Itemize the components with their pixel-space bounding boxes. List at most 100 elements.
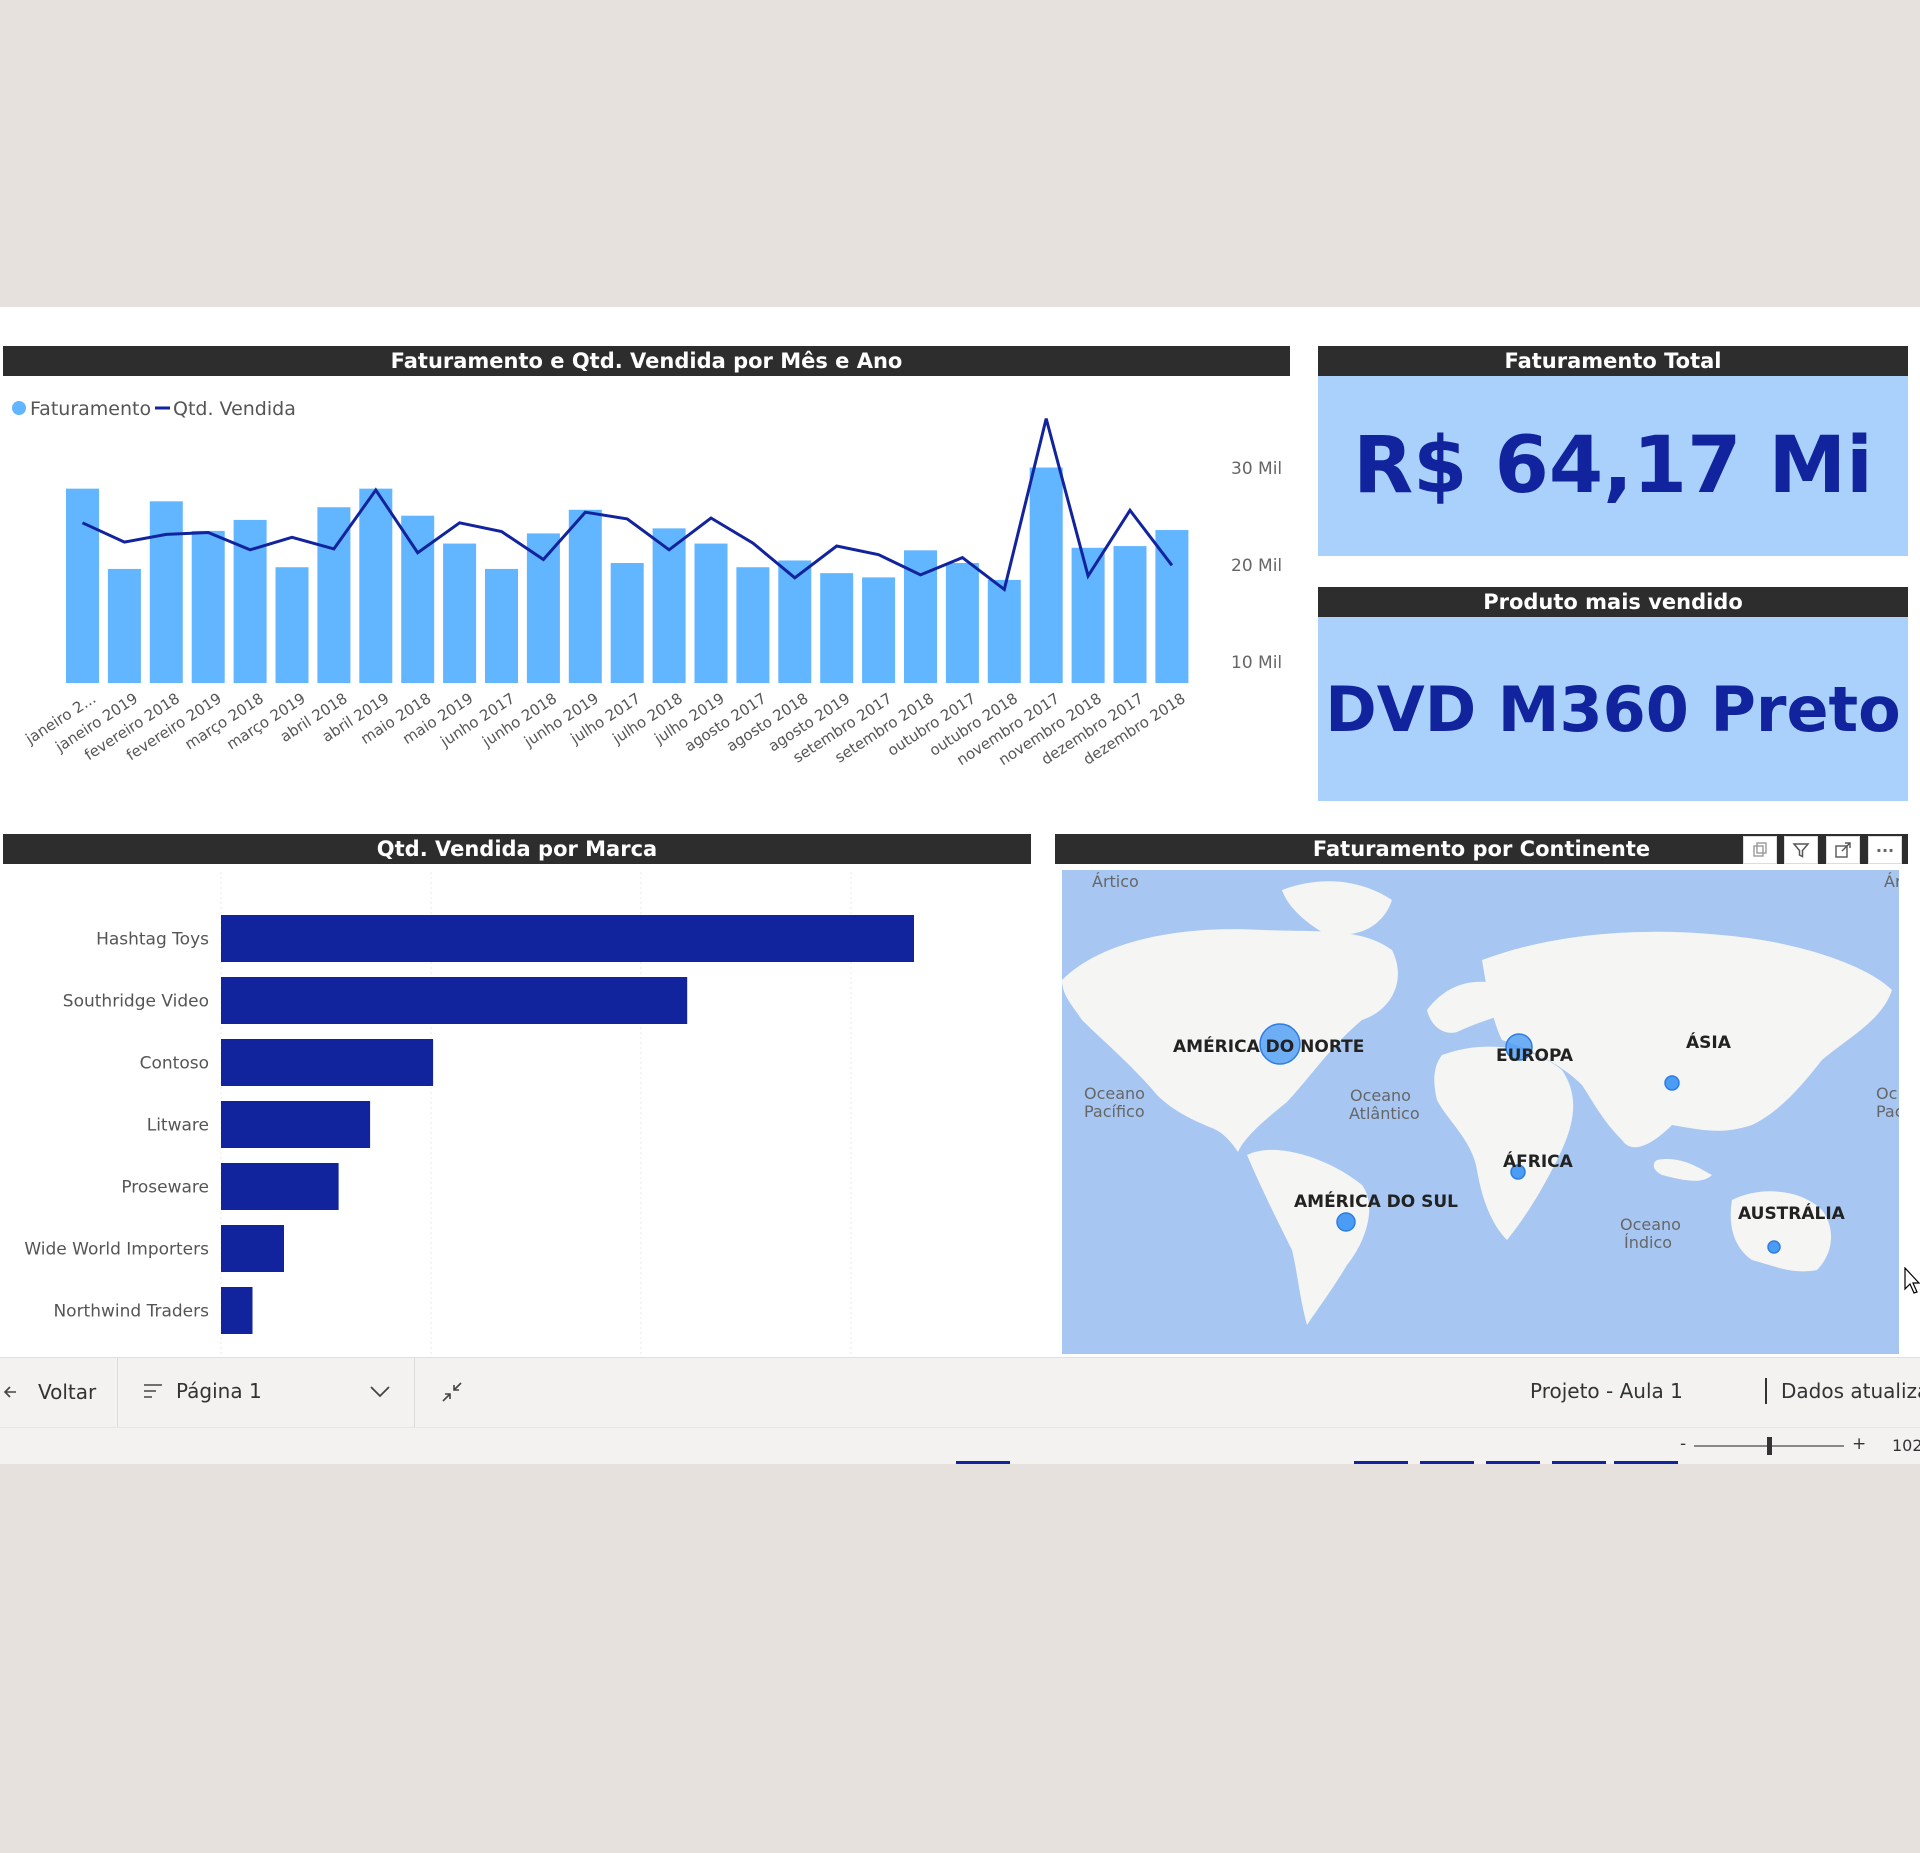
bar-faturamento[interactable]	[862, 577, 896, 683]
bubble-south-america[interactable]	[1336, 1212, 1356, 1232]
bubble-asia[interactable]	[1664, 1075, 1680, 1091]
bar-faturamento[interactable]	[191, 530, 225, 683]
data-updated-text: Dados atualiza	[1781, 1379, 1920, 1403]
ocean-indian-1: Oceano	[1620, 1215, 1681, 1234]
page-list-icon	[142, 1381, 164, 1405]
kpi-total-value: R$ 64,17 Mi	[1353, 421, 1873, 511]
label-africa: ÁFRICA	[1503, 1150, 1574, 1172]
divider	[414, 1358, 415, 1428]
bar-faturamento[interactable]	[317, 507, 351, 683]
back-button[interactable]: Voltar	[38, 1380, 97, 1404]
map-panel[interactable]: Ártico Ár Oceano Pacífico Oceano Atlânti…	[1062, 870, 1899, 1354]
y-tick-10: 10 Mil	[1231, 653, 1282, 673]
bar-faturamento[interactable]	[820, 573, 854, 683]
ocean-pacific-right-1: Oc	[1876, 1084, 1897, 1103]
page-tab-indicator	[1614, 1461, 1678, 1464]
exit-fullscreen-icon[interactable]	[440, 1380, 464, 1408]
zoom-slider-thumb[interactable]	[1767, 1437, 1772, 1455]
bar-faturamento[interactable]	[107, 568, 141, 683]
kpi-product-card[interactable]: DVD M360 Preto	[1318, 617, 1908, 801]
kpi-total-card[interactable]: R$ 64,17 Mi	[1318, 376, 1908, 556]
category-label: Litware	[147, 1116, 209, 1136]
focus-mode-icon[interactable]	[1826, 836, 1860, 864]
ocean-atlantic-1: Oceano	[1350, 1086, 1411, 1105]
bar-faturamento[interactable]	[1155, 530, 1189, 683]
bubble-north-america[interactable]	[1259, 1023, 1301, 1065]
bar-faturamento[interactable]	[485, 568, 518, 683]
back-arrow-icon[interactable]	[2, 1382, 18, 1406]
bubble-australia[interactable]	[1767, 1240, 1781, 1254]
bar-faturamento[interactable]	[275, 567, 309, 683]
copy-icon[interactable]	[1743, 836, 1777, 864]
page-tab-indicator	[1420, 1461, 1474, 1464]
bar-marca[interactable]	[221, 1101, 371, 1148]
bar-faturamento[interactable]	[401, 515, 435, 683]
bar-marca[interactable]	[221, 1039, 434, 1086]
europe	[1427, 981, 1507, 1033]
page-selector[interactable]: Página 1	[176, 1379, 262, 1403]
bar-faturamento[interactable]	[652, 528, 686, 683]
indonesia	[1653, 1158, 1712, 1181]
bar-faturamento[interactable]	[149, 501, 183, 683]
bar-faturamento[interactable]	[568, 509, 602, 683]
more-options-icon[interactable]: ···	[1868, 836, 1902, 864]
page-tab-indicator	[956, 1461, 1010, 1464]
legend-dot-faturamento	[12, 401, 26, 415]
combo-chart-title: Faturamento e Qtd. Vendida por Mês e Ano	[3, 346, 1290, 376]
world-map: Ártico Ár Oceano Pacífico Oceano Atlânti…	[1062, 872, 1899, 1325]
divider	[117, 1358, 118, 1428]
bar-faturamento[interactable]	[987, 579, 1021, 683]
asia	[1482, 931, 1892, 1148]
bubble-europe[interactable]	[1505, 1033, 1533, 1061]
bar-faturamento[interactable]	[526, 533, 560, 683]
status-bar: - + 102	[0, 1427, 1920, 1464]
legend-label-faturamento: Faturamento	[30, 398, 151, 420]
kpi-product-title: Produto mais vendido	[1318, 587, 1908, 617]
bar-chart-panel[interactable]: Hashtag Toys Southridge Video Contoso Litwa…	[3, 864, 1031, 1357]
bar-marca[interactable]	[221, 977, 688, 1024]
bar-faturamento[interactable]	[66, 488, 99, 683]
bar-faturamento[interactable]	[904, 550, 937, 683]
category-label: Proseware	[121, 1178, 209, 1198]
ocean-pacific-right-2: Pac	[1876, 1102, 1899, 1121]
label-australia: AUSTRÁLIA	[1738, 1202, 1846, 1224]
bar-faturamento[interactable]	[778, 560, 812, 683]
chevron-down-icon[interactable]	[368, 1384, 392, 1404]
label-europe: EUROPA	[1496, 1046, 1574, 1066]
zoom-in-button[interactable]: +	[1852, 1434, 1867, 1454]
bar-chart-title: Qtd. Vendida por Marca	[3, 834, 1031, 864]
bar-faturamento[interactable]	[610, 563, 644, 683]
bar-marca[interactable]	[221, 1163, 339, 1210]
bar-faturamento[interactable]	[1029, 467, 1063, 683]
combo-chart: Faturamento Qtd. Vendida 30 Mil 20 Mil 1…	[12, 398, 1282, 769]
bar-faturamento[interactable]	[359, 488, 393, 683]
bar-marca[interactable]	[221, 1287, 253, 1334]
north-america	[1062, 929, 1398, 1152]
ocean-artic-right: Ár	[1884, 872, 1899, 891]
africa	[1434, 1046, 1574, 1240]
bar-faturamento[interactable]	[694, 543, 728, 683]
bar-faturamento[interactable]	[1113, 546, 1147, 683]
greenland	[1282, 881, 1392, 935]
filter-icon[interactable]	[1784, 836, 1818, 864]
bar-marca[interactable]	[221, 915, 914, 962]
bubble-africa[interactable]	[1510, 1164, 1526, 1180]
bar-faturamento[interactable]	[945, 563, 979, 683]
continent-labels: AMÉRICA DO NORTE EUROPA ÁSIA ÁFRICA AMÉR…	[1173, 1031, 1846, 1224]
bar-faturamento[interactable]	[1071, 547, 1105, 683]
zoom-level[interactable]: 102	[1892, 1436, 1920, 1455]
bar-faturamento[interactable]	[736, 567, 770, 683]
bar-marca[interactable]	[221, 1225, 284, 1272]
ocean-atlantic-2: Atlântico	[1349, 1104, 1420, 1123]
ocean-indian-2: Índico	[1624, 1233, 1672, 1252]
zoom-out-button[interactable]: -	[1680, 1434, 1687, 1454]
ocean-artic-left: Ártico	[1092, 872, 1139, 891]
category-label: Wide World Importers	[24, 1240, 209, 1260]
australia	[1730, 1191, 1832, 1272]
ocean-pacific-left-1: Oceano	[1084, 1084, 1145, 1103]
line-qtd-vendida[interactable]	[81, 418, 1174, 592]
bar-faturamento[interactable]	[443, 543, 477, 683]
label-asia: ÁSIA	[1686, 1031, 1732, 1053]
landmasses	[1062, 881, 1892, 1325]
south-america	[1247, 1149, 1370, 1325]
